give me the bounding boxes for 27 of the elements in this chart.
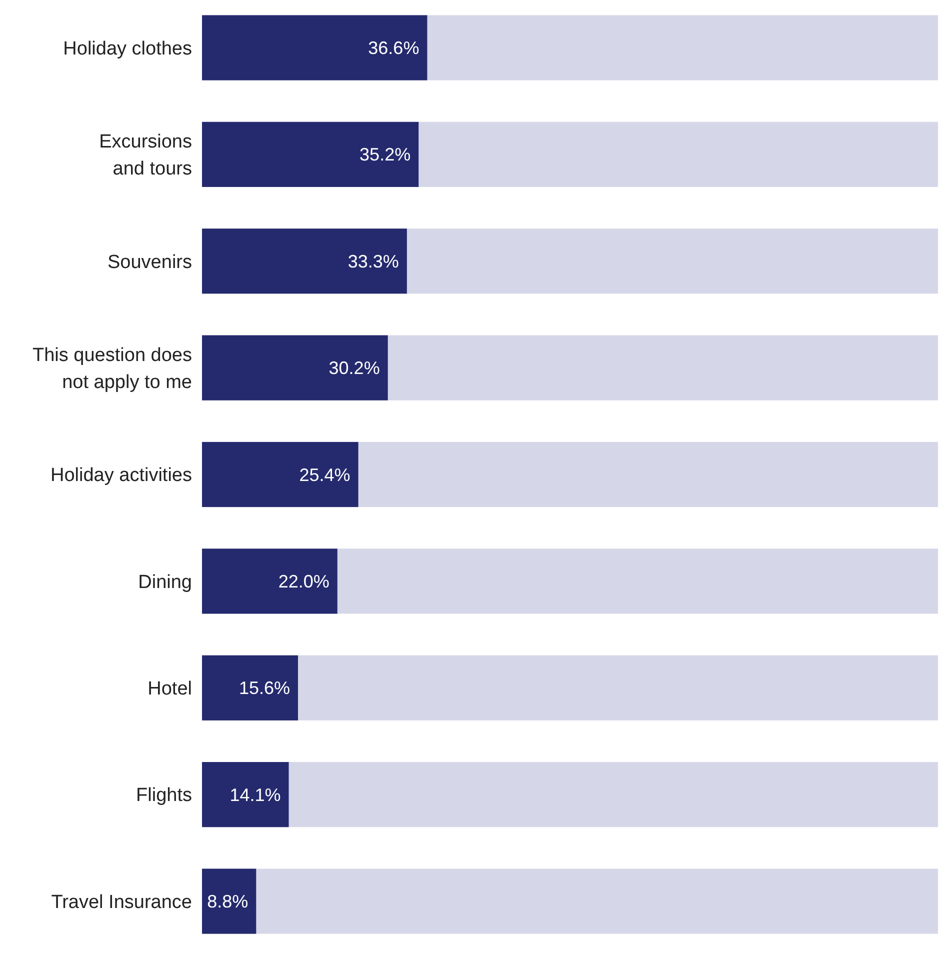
y-tick-label: Flights	[136, 785, 192, 806]
data-label: 15.6%	[238, 678, 290, 698]
data-label: 8.8%	[207, 892, 248, 912]
y-tick-label: Holiday activities	[50, 465, 192, 486]
data-label: 36.6%	[368, 38, 420, 58]
bar	[202, 442, 358, 508]
y-tick-label: Holiday clothes	[63, 38, 192, 60]
data-label: 33.3%	[348, 251, 399, 272]
y-tick-label: Hotel	[148, 678, 192, 700]
bar	[202, 122, 419, 187]
bar	[202, 868, 256, 934]
bar	[202, 15, 428, 80]
y-tick-label: Travel Insurance	[51, 892, 192, 913]
y-tick-label: This question does not apply to me	[32, 344, 192, 393]
data-label: 30.2%	[328, 358, 380, 378]
bar	[202, 335, 388, 400]
bar	[202, 762, 289, 828]
bar	[202, 548, 338, 614]
y-tick-label: Dining	[138, 572, 192, 593]
y-tick-label: Excursions and tours	[99, 132, 192, 180]
data-label: 14.1%	[230, 784, 281, 805]
data-label: 22.0%	[278, 571, 330, 592]
bar	[202, 228, 407, 294]
data-label: 35.2%	[360, 144, 411, 165]
data-label: 25.4%	[299, 464, 350, 485]
bar	[202, 655, 298, 720]
y-tick-label: Souvenirs	[108, 252, 192, 273]
